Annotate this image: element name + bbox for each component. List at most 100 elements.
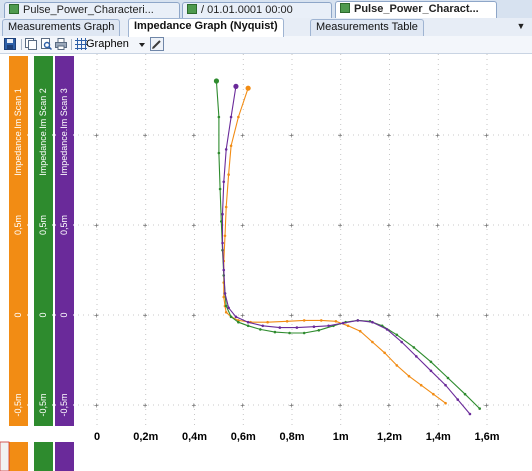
series-line-scan1 <box>223 88 446 404</box>
data-point-scan2 <box>224 304 228 308</box>
data-point-scan2 <box>302 331 306 335</box>
document-tab-1[interactable]: Pulse_Power_Characteri... <box>4 2 180 18</box>
grid-cross: + <box>94 221 99 230</box>
dropdown-arrow-icon[interactable] <box>138 40 146 48</box>
grid-cross: + <box>338 401 343 410</box>
data-point-scan3 <box>468 412 472 416</box>
series-line-scan2 <box>215 80 481 409</box>
data-point-scan1 <box>319 319 323 322</box>
print-icon[interactable] <box>55 38 67 50</box>
y-axis-title-scan1: Impedance.Im Scan 1 <box>13 88 23 176</box>
grid-cross: + <box>192 401 197 410</box>
print-preview-icon[interactable] <box>40 38 53 51</box>
data-point-scan1 <box>371 340 374 344</box>
data-point-scan2 <box>288 331 291 335</box>
save-icon[interactable] <box>4 38 16 50</box>
grid-cross: + <box>94 131 99 140</box>
data-point-scan3 <box>295 326 299 329</box>
grid-cross: + <box>484 401 489 410</box>
data-point-scan1 <box>245 85 251 91</box>
copy-icon[interactable] <box>25 38 37 50</box>
document-icon <box>187 4 197 14</box>
data-point-scan3 <box>371 320 374 324</box>
data-point-scan1 <box>227 173 230 176</box>
tab-measurements-graph[interactable]: Measurements Graph <box>2 19 121 36</box>
document-tab-3-label: Pulse_Power_Charact... <box>354 3 479 15</box>
x-tick-label: 0 <box>94 431 100 443</box>
data-point-scan1 <box>224 311 228 314</box>
y-axis-scan2 <box>34 56 53 471</box>
grid-cross: + <box>94 401 99 410</box>
data-point-scan3 <box>246 320 250 324</box>
grid-cross: + <box>484 311 489 320</box>
data-point-scan1 <box>302 319 306 322</box>
view-tab-strip: Measurements Graph Impedance Graph (Nyqu… <box>0 18 532 37</box>
data-point-scan2 <box>395 333 399 337</box>
data-point-scan3 <box>278 326 282 329</box>
y-tick-label: 0 <box>59 312 69 317</box>
x-tick-label: 0,6m <box>231 431 256 443</box>
series-line-scan3 <box>221 86 471 415</box>
data-point-scan3 <box>222 268 226 272</box>
grid-cross: + <box>387 311 392 320</box>
y-axis-title-scan3: Impedance.Im Scan 3 <box>59 88 69 176</box>
grid-cross: + <box>143 131 148 140</box>
tabs-dropdown-icon[interactable]: ▼ <box>516 21 526 31</box>
y-tick-label: 0,5m <box>13 215 23 235</box>
grid-cross: + <box>240 401 245 410</box>
y-tick-label: 0,5m <box>59 215 69 235</box>
grid-cross: + <box>94 311 99 320</box>
data-point-scan2 <box>446 376 450 380</box>
chart-background <box>0 54 532 471</box>
toolbar-separator <box>71 39 72 50</box>
document-icon <box>340 3 350 13</box>
grid-icon[interactable] <box>75 38 87 50</box>
nyquist-chart[interactable]: + + + + + + + + + + + + + + + + + + + + + + + + + + + + + + + + + + + + Imp… <box>0 54 532 471</box>
tab-measurements-table[interactable]: Measurements Table <box>310 19 424 36</box>
data-point-scan2 <box>412 346 416 349</box>
grid-cross: + <box>338 131 343 140</box>
legend-swatch-blank <box>0 441 10 471</box>
graphen-menu-label[interactable]: Graphen <box>86 38 129 50</box>
data-point-scan1 <box>334 320 338 323</box>
data-point-scan3 <box>221 241 224 245</box>
y-axis-bar-scan3 <box>55 56 74 426</box>
data-point-scan3 <box>229 115 233 119</box>
grid-cross: + <box>289 131 294 140</box>
y-tick-label: -0,5m <box>38 393 48 416</box>
data-point-scan3 <box>400 340 403 344</box>
grid-cross: + <box>192 311 197 320</box>
grid-cross: + <box>387 401 392 410</box>
document-tab-2[interactable]: / 01.01.0001 00:00 <box>182 2 332 18</box>
data-point-scan2 <box>463 392 467 396</box>
y-axis-bar-scan1 <box>9 56 28 426</box>
data-point-scan1 <box>407 374 411 378</box>
data-point-scan3 <box>221 212 224 216</box>
data-point-scan3 <box>415 355 418 358</box>
y-axis-bar-scan2 <box>34 56 53 426</box>
data-point-scan2 <box>273 330 277 334</box>
grid-cross: + <box>240 131 245 140</box>
x-tick-label: 0,8m <box>279 431 304 443</box>
grid-cross: + <box>484 221 489 230</box>
tab-impedance-graph[interactable]: Impedance Graph (Nyquist) <box>128 18 284 37</box>
data-point-scan3 <box>429 369 433 373</box>
document-tab-3[interactable]: Pulse_Power_Charact... <box>335 1 497 18</box>
x-tick-label: 1m <box>333 431 349 443</box>
data-point-scan1 <box>395 364 399 367</box>
pen-icon[interactable] <box>150 37 164 51</box>
series-layer <box>213 78 481 416</box>
data-point-scan1 <box>419 383 423 387</box>
data-point-scan3 <box>341 321 345 325</box>
grid-cross: + <box>143 401 148 410</box>
grid-cross: + <box>240 221 245 230</box>
data-point-scan1 <box>432 392 435 396</box>
data-point-scan1 <box>222 295 226 299</box>
x-tick-label: 1,2m <box>377 431 402 443</box>
data-point-scan3 <box>227 306 230 310</box>
data-point-scan2 <box>237 320 240 324</box>
grid-cross: + <box>484 131 489 140</box>
data-point-scan3 <box>356 319 360 322</box>
grid-cross: + <box>387 131 392 140</box>
data-point-scan3 <box>312 325 316 329</box>
